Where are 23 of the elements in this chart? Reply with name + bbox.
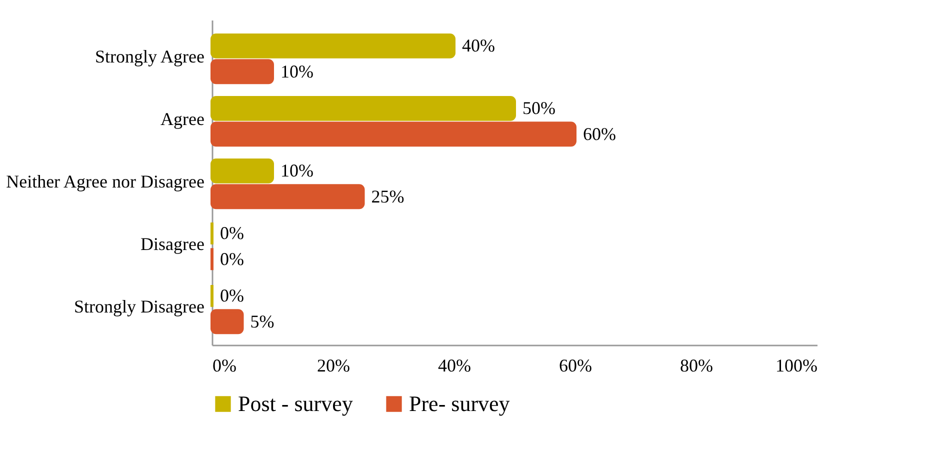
x-tick-label: 40%	[438, 356, 471, 376]
x-tick-label: 60%	[559, 356, 592, 376]
data-label: 60%	[583, 124, 616, 144]
data-label: 40%	[462, 36, 495, 56]
data-label: 50%	[522, 98, 556, 118]
y-tick-label: Neither Agree nor Disagree	[6, 172, 204, 192]
data-label: 25%	[371, 186, 404, 206]
data-label: 0%	[220, 223, 244, 244]
data-label: 10%	[280, 160, 314, 181]
y-tick-label: Agree	[160, 109, 204, 129]
data-label: 5%	[250, 311, 274, 332]
data-label: 10%	[280, 61, 314, 82]
y-tick-label: Disagree	[140, 234, 205, 254]
x-tick-label: 0%	[212, 356, 236, 376]
data-label: 0%	[220, 248, 244, 269]
legend-label: Post - survey	[238, 391, 353, 416]
legend-label: Pre- survey	[409, 391, 510, 416]
data-label: 0%	[220, 286, 244, 306]
y-tick-label: Strongly Disagree	[74, 296, 204, 316]
x-tick-label: 20%	[317, 356, 350, 376]
x-tick-label: 100%	[776, 356, 818, 376]
x-tick-label: 80%	[680, 356, 713, 376]
y-tick-label: Strongly Agree	[95, 46, 204, 66]
